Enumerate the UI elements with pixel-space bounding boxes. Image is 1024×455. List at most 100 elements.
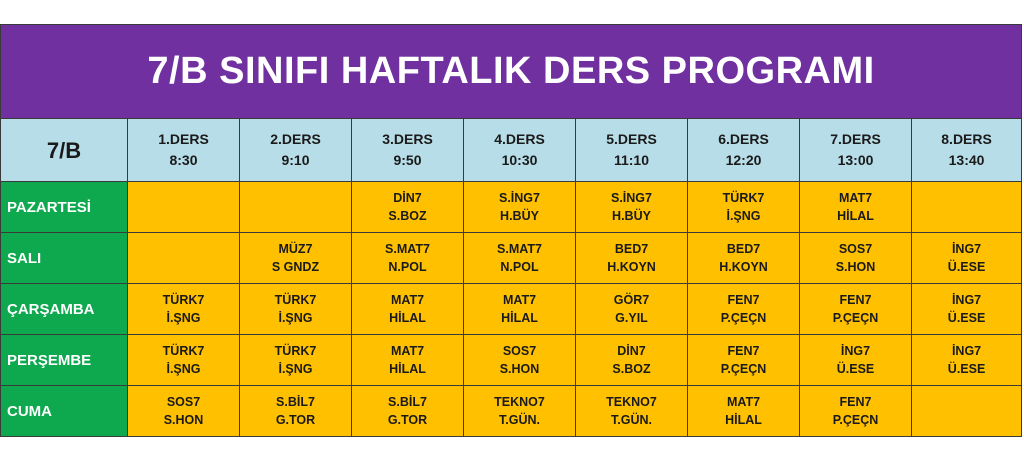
- lesson-subject: FEN7: [839, 395, 872, 409]
- lesson-teacher: P.ÇEÇN: [720, 311, 767, 325]
- lesson-cell: BED7 H.KOYN: [575, 232, 688, 284]
- lesson-teacher: İ.ŞNG: [278, 311, 313, 325]
- period-time: 10:30: [501, 152, 538, 168]
- lesson-subject: MAT7: [838, 191, 873, 205]
- lesson-teacher: İ.ŞNG: [166, 311, 201, 325]
- lesson-teacher: S.HON: [835, 260, 876, 274]
- table-row: CUMA SOS7 S.HON S.BİL7 G.TOR S.BİL7 G.TOR TEKNO…: [0, 385, 1023, 437]
- lesson-teacher: H.BÜY: [612, 209, 651, 223]
- day-label: SALI: [0, 232, 128, 284]
- lesson-teacher: Ü.ESE: [947, 260, 986, 274]
- lesson-subject: SOS7: [502, 344, 537, 358]
- lesson-teacher: H.BÜY: [500, 209, 539, 223]
- lesson-subject: İNG7: [951, 242, 982, 256]
- lesson-cell: FEN7 P.ÇEÇN: [687, 283, 800, 335]
- lesson-cell: FEN7 P.ÇEÇN: [799, 283, 912, 335]
- lesson-teacher: S GNDZ: [271, 260, 320, 274]
- lesson-cell: [239, 181, 352, 233]
- lesson-cell: MAT7 HİLAL: [463, 283, 576, 335]
- lesson-subject: DİN7: [393, 191, 422, 205]
- schedule: 7/B SINIFI HAFTALIK DERS PROGRAMI 7/B 1.…: [0, 24, 1023, 437]
- period-name: 6.DERS: [718, 131, 769, 147]
- lesson-cell: [910, 385, 1023, 437]
- period-time: 9:50: [393, 152, 422, 168]
- table-row: PERŞEMBE TÜRK7 İ.ŞNG TÜRK7 İ.ŞNG MAT7 HİLAL SOS…: [0, 334, 1023, 386]
- lesson-cell: TÜRK7 İ.ŞNG: [687, 181, 800, 233]
- lesson-subject: FEN7: [839, 293, 872, 307]
- lesson-subject: İNG7: [951, 293, 982, 307]
- lesson-teacher: H.KOYN: [719, 260, 768, 274]
- period-name: 4.DERS: [494, 131, 545, 147]
- lesson-cell: MAT7 HİLAL: [799, 181, 912, 233]
- lesson-teacher: S.HON: [499, 362, 540, 376]
- lesson-cell: İNG7 Ü.ESE: [799, 334, 912, 386]
- lesson-subject: İNG7: [840, 344, 871, 358]
- lesson-teacher: T.GÜN.: [611, 413, 652, 427]
- lesson-cell: SOS7 S.HON: [127, 385, 240, 437]
- lesson-teacher: HİLAL: [501, 311, 538, 325]
- lesson-cell: S.MAT7 N.POL: [351, 232, 464, 284]
- period-time: 12:20: [725, 152, 762, 168]
- lesson-teacher: P.ÇEÇN: [720, 362, 767, 376]
- lesson-subject: GÖR7: [613, 293, 650, 307]
- lesson-teacher: HİLAL: [725, 413, 762, 427]
- lesson-cell: SOS7 S.HON: [463, 334, 576, 386]
- lesson-subject: S.MAT7: [385, 242, 430, 256]
- lesson-teacher: İ.ŞNG: [726, 209, 761, 223]
- lesson-subject: MAT7: [502, 293, 537, 307]
- period-name: 2.DERS: [270, 131, 321, 147]
- lesson-teacher: Ü.ESE: [947, 362, 986, 376]
- lesson-subject: MAT7: [390, 293, 425, 307]
- lesson-teacher: N.POL: [500, 260, 539, 274]
- period-time: 11:10: [613, 152, 650, 168]
- day-label: ÇARŞAMBA: [0, 283, 128, 335]
- table-row: SALI MÜZ7 S GNDZ S.MAT7 N.POL S.MAT7 N.POL BED7…: [0, 232, 1023, 284]
- lesson-teacher: Ü.ESE: [947, 311, 986, 325]
- period-time: 13:40: [948, 152, 985, 168]
- period-header: 1.DERS 8:30: [127, 118, 240, 182]
- period-time: 9:10: [281, 152, 310, 168]
- lesson-subject: TÜRK7: [162, 293, 205, 307]
- lesson-cell: MAT7 HİLAL: [351, 334, 464, 386]
- lesson-teacher: HİLAL: [837, 209, 874, 223]
- lesson-cell: S.İNG7 H.BÜY: [575, 181, 688, 233]
- day-label: PERŞEMBE: [0, 334, 128, 386]
- period-name: 5.DERS: [606, 131, 657, 147]
- lesson-teacher: N.POL: [388, 260, 427, 274]
- lesson-subject: S.MAT7: [497, 242, 542, 256]
- lesson-teacher: H.KOYN: [607, 260, 656, 274]
- lesson-subject: MÜZ7: [278, 242, 313, 256]
- lesson-cell: MÜZ7 S GNDZ: [239, 232, 352, 284]
- lesson-subject: FEN7: [727, 293, 760, 307]
- lesson-cell: FEN7 P.ÇEÇN: [687, 334, 800, 386]
- lesson-cell: İNG7 Ü.ESE: [910, 334, 1023, 386]
- lesson-subject: TEKNO7: [494, 395, 545, 409]
- lesson-subject: DİN7: [617, 344, 646, 358]
- lesson-cell: TEKNO7 T.GÜN.: [575, 385, 688, 437]
- class-label: 7/B: [0, 118, 128, 182]
- period-header: 4.DERS 10:30: [463, 118, 576, 182]
- lesson-cell: S.MAT7 N.POL: [463, 232, 576, 284]
- lesson-teacher: İ.ŞNG: [278, 362, 313, 376]
- period-header: 3.DERS 9:50: [351, 118, 464, 182]
- lesson-cell: BED7 H.KOYN: [687, 232, 800, 284]
- lesson-cell: DİN7 S.BOZ: [575, 334, 688, 386]
- lesson-teacher: HİLAL: [389, 311, 426, 325]
- lesson-teacher: G.TOR: [275, 413, 316, 427]
- lesson-subject: MAT7: [390, 344, 425, 358]
- period-header: 6.DERS 12:20: [687, 118, 800, 182]
- lesson-cell: TÜRK7 İ.ŞNG: [239, 334, 352, 386]
- lesson-subject: TÜRK7: [274, 293, 317, 307]
- lesson-cell: İNG7 Ü.ESE: [910, 283, 1023, 335]
- period-name: 1.DERS: [158, 131, 209, 147]
- lesson-cell: TÜRK7 İ.ŞNG: [127, 283, 240, 335]
- lesson-subject: SOS7: [166, 395, 201, 409]
- lesson-cell: [910, 181, 1023, 233]
- lesson-subject: TEKNO7: [606, 395, 657, 409]
- lesson-teacher: P.ÇEÇN: [832, 311, 879, 325]
- lesson-cell: DİN7 S.BOZ: [351, 181, 464, 233]
- lesson-subject: SOS7: [838, 242, 873, 256]
- period-header: 7.DERS 13:00: [799, 118, 912, 182]
- lesson-teacher: Ü.ESE: [836, 362, 875, 376]
- lesson-cell: [127, 232, 240, 284]
